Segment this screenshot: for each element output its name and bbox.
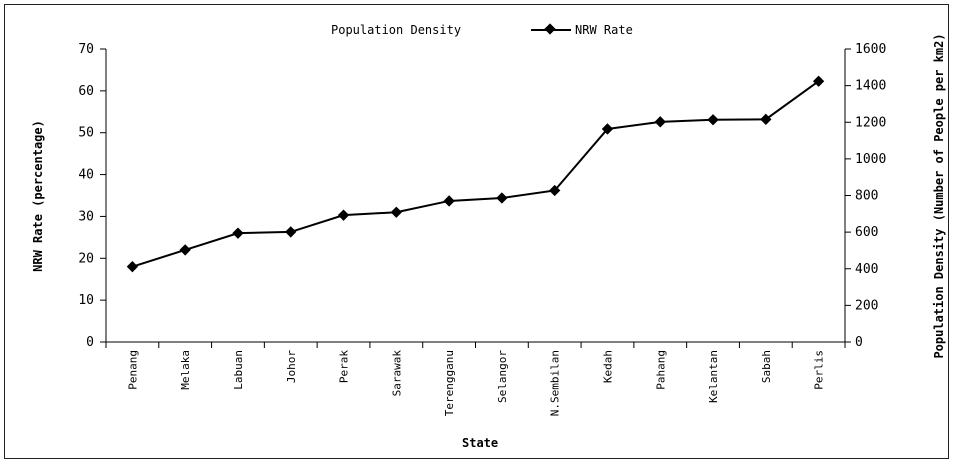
data-point-diamond bbox=[707, 114, 719, 126]
left-tick-label: 10 bbox=[78, 293, 94, 308]
left-y-axis-title: NRW Rate (percentage) bbox=[31, 120, 45, 272]
x-ticks: Penang Melaka Labuan Johor Perak Sarawak Teren… bbox=[105, 342, 846, 416]
data-point-diamond bbox=[549, 184, 561, 197]
legend-label-nrw-rate: NRW Rate bbox=[575, 23, 633, 37]
x-axis-title: State bbox=[462, 436, 498, 450]
left-tick-label: 0 bbox=[86, 335, 94, 350]
right-tick-label: 400 bbox=[855, 262, 878, 277]
legend-label-population-density: Population Density bbox=[331, 23, 461, 37]
left-tick-label: 20 bbox=[78, 251, 94, 266]
left-tick-label: 30 bbox=[78, 209, 94, 224]
right-tick-label: 1000 bbox=[855, 152, 886, 167]
category-label: Pahang bbox=[654, 350, 667, 390]
category-label: Penang bbox=[126, 350, 139, 390]
category-label: Labuan bbox=[232, 350, 245, 390]
category-label: Johor bbox=[285, 350, 298, 383]
category-label: Perak bbox=[338, 350, 351, 383]
right-tick-label: 1200 bbox=[855, 115, 886, 130]
data-point-diamond bbox=[179, 244, 191, 256]
right-y-axis-title: Population Density (Number of People per… bbox=[932, 33, 946, 358]
legend-marker-diamond-icon bbox=[544, 23, 556, 35]
right-tick-label: 1400 bbox=[855, 79, 886, 94]
data-point-diamond bbox=[496, 192, 508, 204]
data-point-diamond bbox=[390, 206, 402, 218]
right-tick-label: 0 bbox=[855, 335, 863, 350]
data-point-diamond bbox=[126, 261, 139, 273]
left-y-ticks: 0 10 20 30 40 50 60 70 bbox=[78, 42, 106, 350]
data-point-diamond bbox=[654, 116, 666, 128]
category-label: Melaka bbox=[179, 350, 192, 390]
category-label: Kedah bbox=[601, 350, 614, 383]
left-tick-label: 50 bbox=[78, 126, 94, 141]
category-label: Selangor bbox=[496, 350, 509, 403]
left-tick-label: 60 bbox=[78, 84, 94, 99]
series-layer bbox=[126, 75, 825, 273]
category-label: N.Sembilan bbox=[549, 350, 562, 416]
data-point-diamond bbox=[285, 226, 297, 238]
right-tick-label: 800 bbox=[855, 189, 878, 204]
category-label: Sabah bbox=[760, 350, 773, 383]
right-tick-label: 1600 bbox=[855, 42, 886, 57]
data-point-diamond bbox=[443, 195, 455, 207]
category-label: Sarawak bbox=[390, 350, 403, 397]
chart-frame bbox=[4, 4, 949, 459]
left-tick-label: 40 bbox=[78, 168, 94, 183]
category-label: Perlis bbox=[813, 350, 826, 390]
right-y-ticks: 0 200 400 600 800 1000 1200 1400 1600 bbox=[845, 42, 886, 350]
category-label: Terengganu bbox=[443, 350, 456, 416]
right-tick-label: 600 bbox=[855, 225, 878, 240]
right-tick-label: 200 bbox=[855, 298, 878, 313]
left-tick-label: 70 bbox=[78, 42, 94, 57]
category-label: Kelantan bbox=[707, 350, 720, 403]
data-point-diamond bbox=[337, 209, 350, 221]
series-line-nrw-rate bbox=[132, 80, 820, 268]
data-point-diamond bbox=[232, 227, 244, 239]
